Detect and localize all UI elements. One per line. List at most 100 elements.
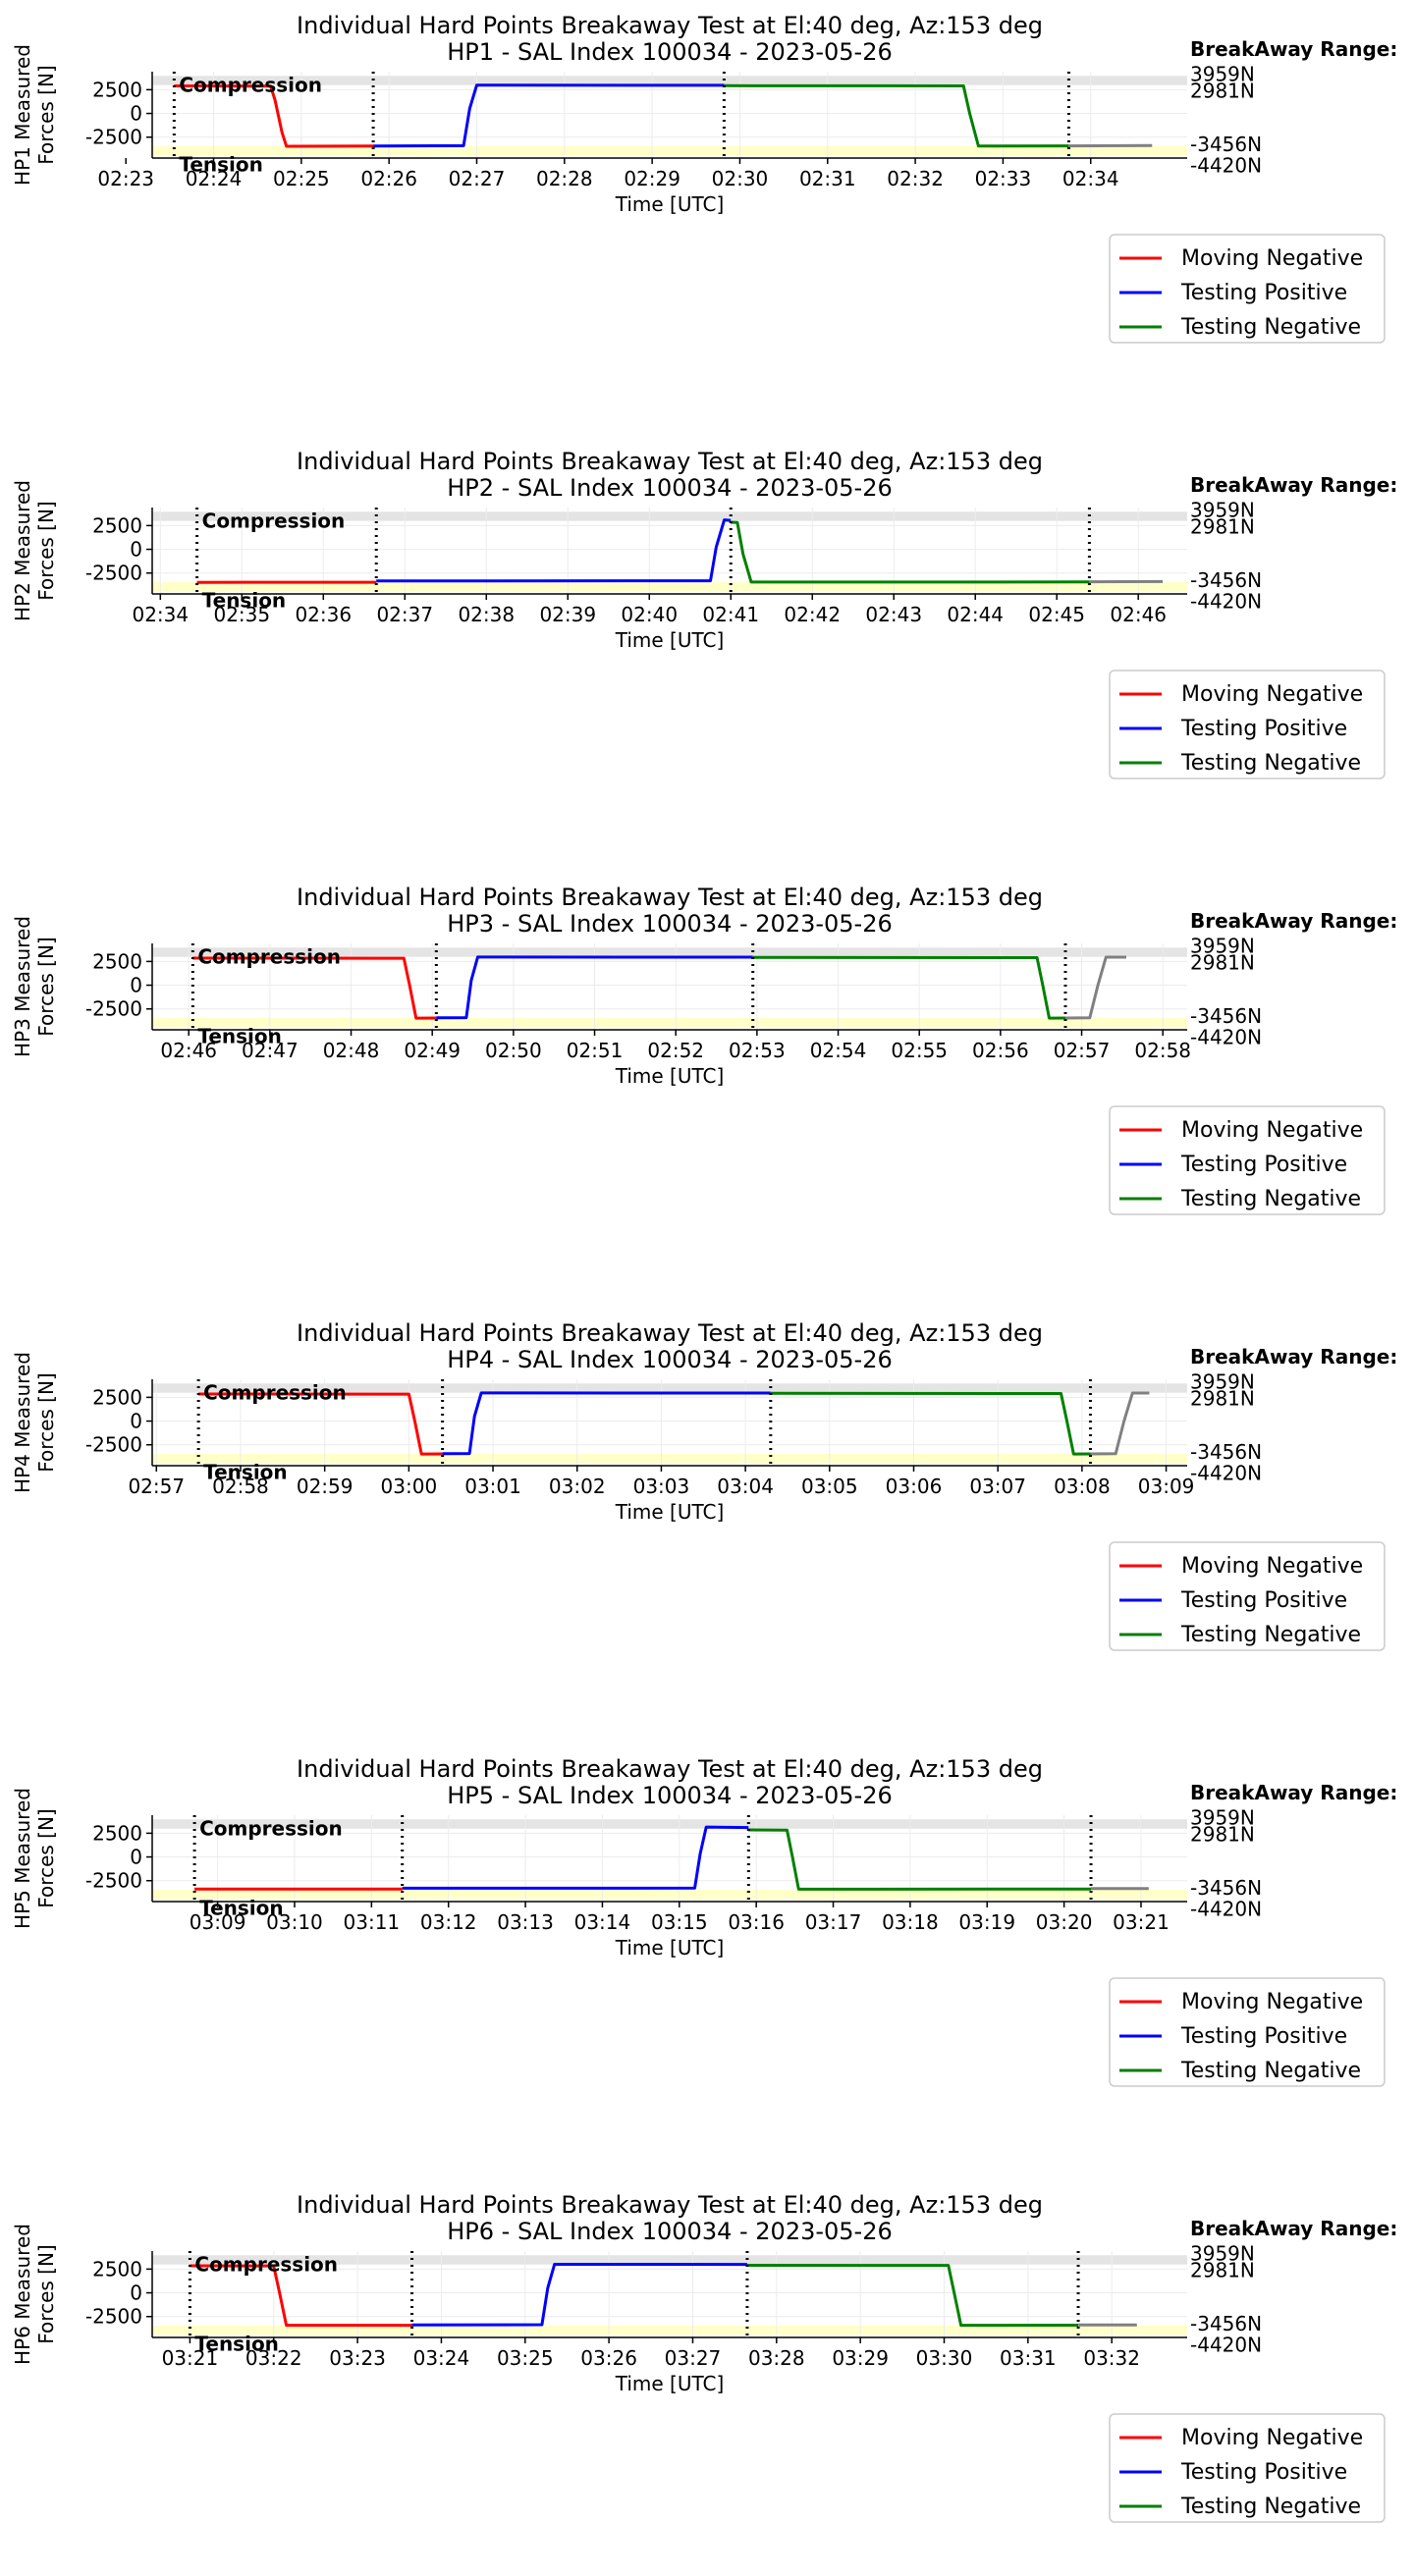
breakaway-value: 3959N bbox=[1190, 498, 1255, 521]
legend: Moving Negative Testing Positive Testing N… bbox=[1109, 670, 1386, 779]
y-axis-label: Forces [N] bbox=[34, 2244, 58, 2343]
x-tick-label: 03:22 bbox=[245, 2346, 302, 2370]
legend-box bbox=[1109, 1105, 1386, 1215]
breakaway-value: -4420N bbox=[1190, 589, 1262, 613]
chart-subtitle: HP5 - SAL Index 100034 - 2023-05-26 bbox=[447, 1782, 893, 1809]
series-line bbox=[190, 2264, 412, 2328]
x-tick-label: 02:47 bbox=[242, 1039, 299, 1062]
x-tick-label: 02:55 bbox=[891, 1039, 948, 1062]
x-tick-label: 02:23 bbox=[97, 167, 154, 190]
x-tick-label: 02:36 bbox=[295, 603, 352, 626]
legend: Moving Negative Testing Positive Testing N… bbox=[1109, 1541, 1386, 1651]
tension-zone bbox=[152, 145, 1187, 156]
y-axis-label: Forces [N] bbox=[34, 65, 58, 164]
compression-zone bbox=[152, 511, 1187, 521]
breakaway-value: -4420N bbox=[1190, 1025, 1262, 1048]
legend-label: Testing Negative bbox=[1180, 1623, 1361, 1647]
x-tick-label: 03:30 bbox=[916, 2346, 973, 2370]
x-tick-label: 03:05 bbox=[801, 1475, 858, 1498]
x-tick-label: 02:25 bbox=[273, 167, 330, 190]
y-axis-label: Forces [N] bbox=[34, 1808, 58, 1907]
x-tick-label: 02:57 bbox=[128, 1475, 185, 1498]
legend-label: Testing Negative bbox=[1180, 2059, 1361, 2083]
series-line bbox=[746, 2264, 1079, 2328]
y-axis-label: HP6 Measured bbox=[11, 2224, 34, 2365]
y-tick-label: 2500 bbox=[92, 78, 142, 101]
series-line bbox=[174, 84, 374, 148]
chart-subtitle: HP6 - SAL Index 100034 - 2023-05-26 bbox=[447, 2218, 893, 2245]
x-tick-label: 03:09 bbox=[1138, 1475, 1195, 1498]
compression-zone bbox=[152, 76, 1187, 85]
x-tick-label: 03:32 bbox=[1083, 2346, 1140, 2370]
chart-title: Individual Hard Points Breakaway Test at… bbox=[297, 884, 1043, 911]
x-tick-label: 02:27 bbox=[449, 167, 506, 190]
x-tick-label: 02:24 bbox=[186, 167, 243, 190]
series-line bbox=[436, 955, 753, 1020]
plot-area bbox=[152, 1815, 1187, 1902]
series-line bbox=[748, 1828, 1092, 1891]
breakaway-value: -3456N bbox=[1190, 2312, 1262, 2335]
breakaway-value: 2981N bbox=[1190, 80, 1255, 103]
y-tick-label: -2500 bbox=[85, 562, 142, 585]
legend-label: Testing Positive bbox=[1180, 2460, 1347, 2485]
x-tick-label: 03:03 bbox=[633, 1475, 690, 1498]
y-tick-label: 2500 bbox=[92, 949, 142, 973]
x-tick-label: 03:12 bbox=[420, 1910, 477, 1934]
y-tick-label: 2500 bbox=[92, 2257, 142, 2281]
breakaway-value: -4420N bbox=[1190, 1897, 1262, 1920]
legend-label: Moving Negative bbox=[1181, 1118, 1363, 1143]
tension-zone bbox=[152, 1889, 1187, 1900]
x-tick-label: 02:42 bbox=[784, 603, 841, 626]
compression-label: Compression bbox=[179, 73, 322, 96]
y-tick-label: -2500 bbox=[85, 1869, 142, 1893]
y-axis-label: HP1 Measured bbox=[11, 44, 34, 186]
breakaway-value: -3456N bbox=[1190, 1004, 1262, 1028]
x-tick-label: 02:58 bbox=[212, 1475, 269, 1498]
legend-label: Testing Positive bbox=[1180, 1588, 1347, 1613]
chart-subtitle: HP4 - SAL Index 100034 - 2023-05-26 bbox=[447, 1346, 893, 1373]
chart-title: Individual Hard Points Breakaway Test at… bbox=[297, 12, 1043, 39]
x-tick-label: 03:20 bbox=[1036, 1910, 1093, 1934]
y-axis-label: Forces [N] bbox=[34, 501, 58, 600]
breakaway-value: 3959N bbox=[1190, 934, 1255, 957]
y-tick-label: 2500 bbox=[92, 513, 142, 537]
tension-label: Tension bbox=[179, 152, 263, 176]
x-tick-label: 02:52 bbox=[647, 1039, 704, 1062]
chart-panel-hp4: Individual Hard Points Breakaway Test at… bbox=[11, 1319, 1397, 1651]
legend-label: Testing Positive bbox=[1180, 2024, 1347, 2049]
tension-zone bbox=[152, 581, 1187, 592]
series-line bbox=[402, 1825, 749, 1890]
compression-zone bbox=[152, 2255, 1187, 2265]
tension-zone bbox=[152, 2325, 1187, 2335]
x-tick-label: 02:46 bbox=[1110, 603, 1167, 626]
y-axis-label: HP5 Measured bbox=[11, 1788, 34, 1929]
y-tick-label: 0 bbox=[130, 1410, 142, 1433]
x-axis-label: Time [UTC] bbox=[615, 1064, 725, 1088]
x-tick-label: 02:57 bbox=[1054, 1039, 1111, 1062]
legend-box bbox=[1109, 1977, 1386, 2087]
breakaway-value: -4420N bbox=[1190, 1461, 1262, 1484]
x-tick-label: 02:43 bbox=[865, 603, 922, 626]
legend-label: Moving Negative bbox=[1181, 2426, 1363, 2450]
series-line bbox=[411, 2263, 747, 2327]
tension-zone bbox=[152, 1453, 1187, 1464]
x-tick-label: 02:34 bbox=[1062, 167, 1119, 190]
chart-title: Individual Hard Points Breakaway Test at… bbox=[297, 448, 1043, 475]
y-tick-label: 0 bbox=[130, 1846, 142, 1869]
x-tick-label: 02:28 bbox=[536, 167, 593, 190]
x-tick-label: 03:09 bbox=[190, 1910, 246, 1934]
x-tick-label: 02:34 bbox=[132, 603, 189, 626]
y-axis-label: Forces [N] bbox=[34, 1372, 58, 1472]
x-tick-label: 02:29 bbox=[624, 167, 680, 190]
x-tick-label: 03:10 bbox=[266, 1910, 323, 1934]
compression-zone bbox=[152, 1819, 1187, 1829]
x-tick-label: 02:45 bbox=[1028, 603, 1085, 626]
x-tick-label: 03:24 bbox=[413, 2346, 470, 2370]
x-tick-label: 02:51 bbox=[567, 1039, 624, 1062]
x-tick-label: 02:32 bbox=[887, 167, 944, 190]
legend: Moving Negative Testing Positive Testing N… bbox=[1109, 1105, 1386, 1215]
tension-zone bbox=[152, 1017, 1187, 1028]
chart-panel-hp1: Individual Hard Points Breakaway Test at… bbox=[11, 12, 1397, 344]
x-tick-label: 03:23 bbox=[329, 2346, 386, 2370]
